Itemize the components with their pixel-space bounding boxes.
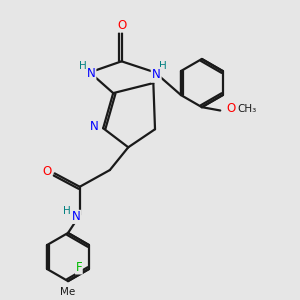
Text: N: N	[72, 210, 81, 224]
Text: N: N	[87, 67, 96, 80]
Text: O: O	[43, 165, 52, 178]
Text: F: F	[76, 261, 82, 274]
Text: CH₃: CH₃	[238, 104, 257, 114]
Text: S: S	[151, 69, 159, 82]
Text: H: H	[63, 206, 71, 216]
Text: N: N	[89, 120, 98, 133]
Text: H: H	[79, 61, 87, 71]
Text: O: O	[226, 102, 236, 115]
Text: N: N	[152, 68, 161, 80]
Text: O: O	[117, 19, 126, 32]
Text: H: H	[158, 61, 166, 71]
Text: Me: Me	[60, 287, 76, 297]
